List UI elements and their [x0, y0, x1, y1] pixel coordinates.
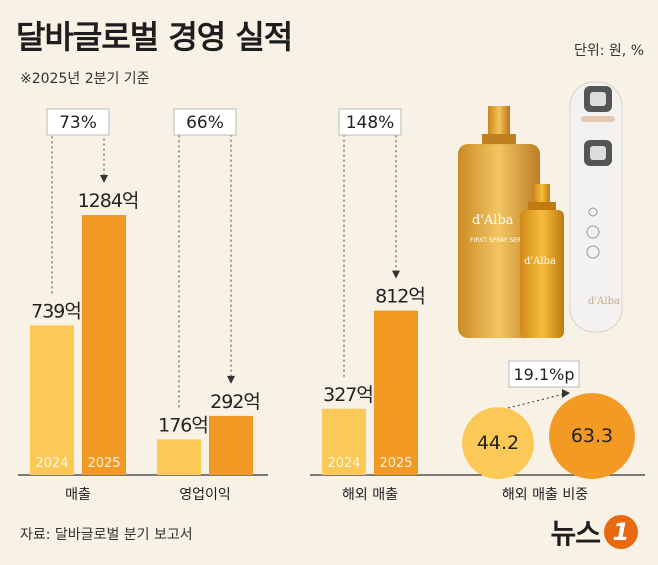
- beauty-device-icon: d'Alba: [569, 81, 623, 333]
- growth-arrowhead: [227, 375, 235, 384]
- year-label: 2025: [379, 456, 412, 471]
- growth-arrowhead: [392, 270, 400, 279]
- page-title: 달바글로벌 경영 실적: [16, 18, 293, 56]
- bar-2024-2: [322, 408, 366, 475]
- change-label: 19.1%p: [514, 365, 575, 384]
- growth-connector: [178, 121, 232, 408]
- growth-arrowhead: [100, 175, 108, 183]
- bar-2025-2: [374, 310, 418, 475]
- unit-label: 단위: 원, %: [573, 43, 644, 59]
- product-image: d'Alba d'Alba FIRST SPRAY SERUM d'Alba: [458, 81, 623, 338]
- bar-value-label: 176억: [158, 414, 208, 436]
- serum-bottle-icon: d'Alba FIRST SPRAY SERUM: [458, 106, 540, 338]
- svg-text:d'Alba: d'Alba: [524, 256, 556, 267]
- bar-2024-1: [157, 439, 201, 475]
- bubble-2024: [462, 407, 534, 480]
- basis-note: ※2025년 2분기 기준: [20, 71, 150, 87]
- growth-badge: [338, 108, 402, 136]
- year-label: 2024: [327, 456, 360, 471]
- growth-label: 73%: [59, 113, 97, 133]
- bar-value-label: 1284억: [78, 190, 139, 212]
- bubble-value-label: 44.2: [477, 432, 519, 454]
- bar-2025-0: [82, 215, 126, 475]
- category-label: 해외 매출: [342, 487, 398, 503]
- category-label: 영업이익: [179, 487, 231, 503]
- category-label: 해외 매출 비중: [502, 487, 588, 503]
- svg-text:d'Alba: d'Alba: [588, 296, 620, 307]
- logo-text: 뉴스: [550, 517, 601, 550]
- growth-badge: [173, 108, 237, 136]
- year-label: 2024: [35, 456, 68, 471]
- bar-value-label: 812억: [375, 286, 425, 308]
- bar-2024-0: [30, 325, 74, 475]
- bubble-connector: [507, 393, 565, 409]
- svg-text:d'Alba: d'Alba: [472, 213, 514, 228]
- logo-mark: 1: [604, 515, 638, 549]
- bubble-arrowhead: [562, 389, 570, 398]
- growth-connector: [51, 121, 105, 294]
- source-note: 자료: 달바글로벌 분기 보고서: [20, 527, 193, 543]
- growth-label: 66%: [186, 113, 224, 133]
- growth-badge: [46, 108, 110, 136]
- bar-value-label: 739억: [31, 300, 81, 322]
- bar-value-label: 327억: [323, 384, 373, 406]
- bar-2025-1: [209, 415, 253, 475]
- news1-logo: 뉴스 1: [550, 512, 638, 552]
- bubble-value-label: 63.3: [571, 425, 613, 447]
- category-label: 매출: [65, 487, 91, 503]
- growth-label: 148%: [346, 113, 395, 133]
- svg-text:FIRST SPRAY SERUM: FIRST SPRAY SERUM: [470, 237, 531, 244]
- year-label: 2025: [87, 456, 120, 471]
- bubble-2025: [549, 393, 635, 479]
- spray-bottle-icon: d'Alba: [520, 184, 564, 338]
- bar-value-label: 292억: [210, 391, 260, 413]
- change-badge: [508, 360, 580, 388]
